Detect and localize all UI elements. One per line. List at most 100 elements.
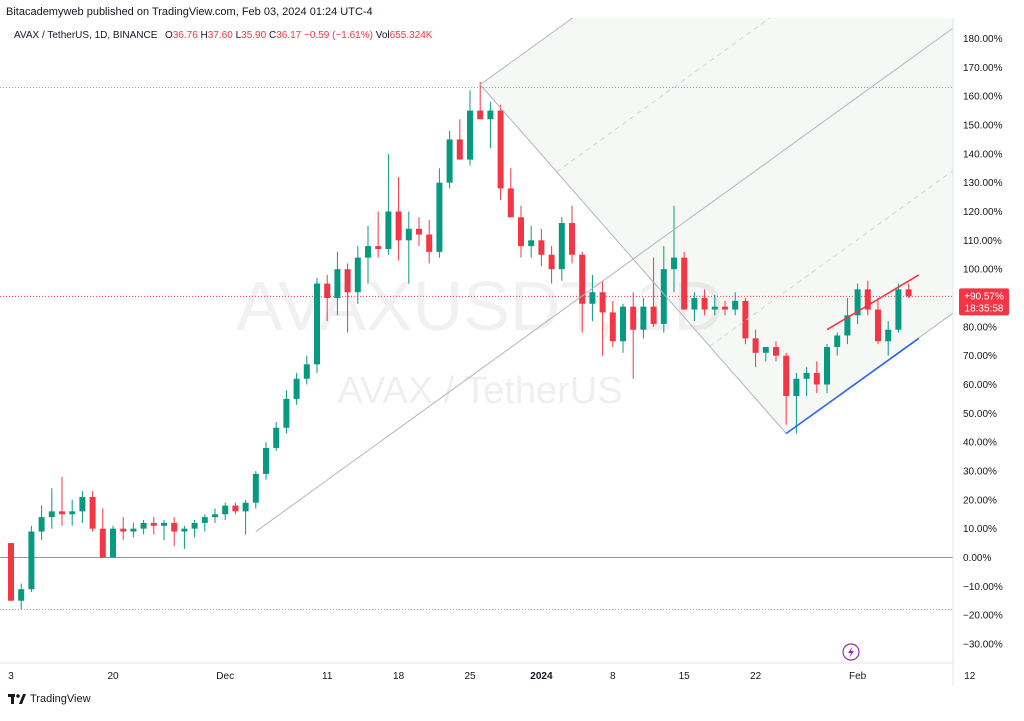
drawings-layer [255,18,953,532]
candle-body [701,298,708,310]
candle [579,251,586,333]
candle [467,90,473,166]
tradingview-brand[interactable]: TradingView [8,693,91,705]
candle-body [783,355,790,397]
candle-body [456,139,463,160]
x-tick-label: 11 [322,671,333,682]
candle-body [905,289,912,297]
candle-body [293,378,300,399]
open-label: O [164,30,173,41]
pitchfork-fill [480,18,953,434]
candle [446,130,453,189]
y-tick-label: 20.00% [963,495,997,506]
candle [99,508,106,558]
candle [558,217,565,281]
candle [630,292,637,379]
candle-body [742,300,749,339]
x-tick-label: 25 [464,671,476,682]
candle-body [191,522,198,529]
x-tick-label: 15 [679,671,691,682]
background-layer [480,18,953,434]
candle-body [314,283,320,365]
candle [456,119,463,160]
candle-body [864,289,871,310]
candle-body [365,246,371,258]
x-tick-label: 20 [107,671,119,682]
candle-body [752,338,759,353]
candle [762,347,769,362]
candle [538,228,545,267]
candle [395,176,402,261]
candle [477,81,484,120]
candle-body [110,528,116,558]
y-tick-label: 160.00% [963,92,1003,103]
candle [671,205,677,293]
candle [28,525,35,593]
candle-body [589,292,596,304]
candle [701,289,708,316]
candle [844,298,851,345]
candle-body [69,511,76,515]
candle [69,499,76,526]
candle [660,246,667,333]
candle-body [813,372,820,385]
candle-body [405,228,412,241]
candle [171,517,178,546]
x-tick-label: 22 [750,671,762,682]
y-tick-label: 80.00% [963,322,997,333]
x-tick-label: 8 [610,671,616,682]
candle-body [283,398,290,428]
low-value: 35.90 [241,30,267,41]
candle [385,153,392,255]
candle-body [762,347,769,353]
tradingview-brand-label: TradingView [30,693,91,705]
candle [8,543,14,601]
price-badge-box [959,288,1009,316]
y-tick-label: 60.00% [963,380,997,391]
candle [548,246,555,284]
candle-body [630,306,637,330]
candle [518,205,524,258]
candle [589,274,596,322]
candle [222,502,229,521]
candle-body [681,257,688,310]
y-tick-label: 0.00% [963,553,991,564]
candle [793,372,800,434]
candle [507,168,514,218]
candle [742,298,749,345]
candle [303,355,310,385]
y-tick-label: 150.00% [963,121,1003,132]
y-tick-label: 120.00% [963,207,1003,218]
candle [732,292,739,316]
candle-body [834,335,841,348]
candle [681,251,688,310]
candle-body [487,110,494,120]
candle [722,300,728,316]
candle-body [528,240,535,247]
candle-body [477,110,484,120]
candle-body [507,188,514,218]
bolt-icon[interactable] [842,643,860,661]
candle [783,352,790,425]
candle-body [303,364,310,379]
candle [752,329,759,368]
candle [365,225,371,284]
candle-body [875,309,881,342]
candle-body [497,110,504,189]
candle-body [885,329,892,342]
candle [324,274,331,322]
tradingview-logo-icon [8,694,26,704]
pitchfork-inner-lower-0 [709,170,953,347]
candle [426,220,433,264]
candle-body [803,372,810,379]
candle-body [8,543,14,601]
symbol-name[interactable]: AVAX / TetherUS, 1D, BINANCE [14,30,158,41]
symbol-legend: AVAX / TetherUS, 1D, BINANCE O36.76 H37.… [14,30,432,41]
candle [569,205,575,264]
x-tick-label: Feb [849,671,867,682]
candle-body [201,517,208,523]
candle [711,295,718,316]
candle [599,280,606,356]
candle [263,442,269,480]
